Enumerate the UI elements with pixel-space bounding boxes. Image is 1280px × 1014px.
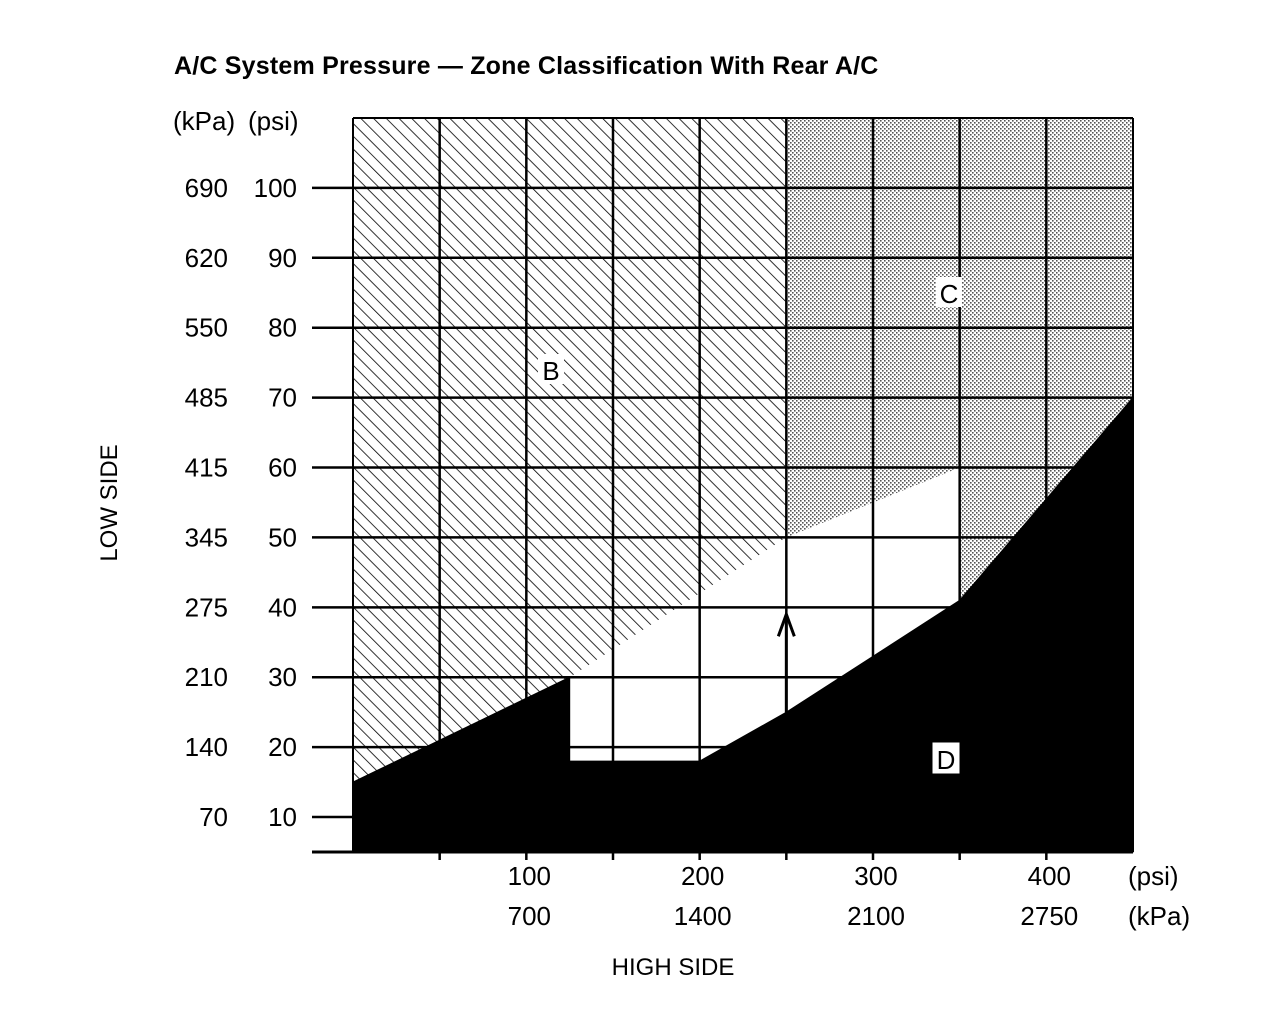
y-tick-label-psi: 80 [268,313,297,343]
zone-c-label-bg [936,277,962,307]
zone-b-label: B [542,356,559,386]
y-tick-label-kpa: 550 [185,313,228,343]
y-tick-label-kpa: 415 [185,453,228,483]
chart-title: A/C System Pressure — Zone Classificatio… [174,52,879,80]
x-tick-label-kpa: 1400 [674,901,732,931]
y-tick-label-psi: 90 [268,243,297,273]
labels-layer: (kPa) (psi) 70 10 140 20 210 30 275 40 345 50 415 60 4… [96,106,1190,981]
y-tick-label-psi: 30 [268,662,297,692]
x-tick-label-psi: 300 [854,861,897,891]
x-axis-title: HIGH SIDE [612,954,735,981]
y-tick-label-kpa: 690 [185,173,228,203]
grid-layer [352,117,1134,852]
y-tick-label-kpa: 345 [185,522,228,552]
zones-layer [352,118,1134,853]
y-tick-label-kpa: 140 [185,732,228,762]
y-tick-label-psi: 70 [268,383,297,413]
y-axis-title: LOW SIDE [96,444,123,561]
y-tick-label-kpa: 210 [185,662,228,692]
zone-b-label-bg [538,354,564,384]
y-unit-kpa-label: (kPa) [173,106,235,136]
zone-b-area [353,118,787,783]
zone-c-label: C [940,279,959,309]
zone-d-label: D [937,745,956,775]
y-tick-label-kpa: 70 [199,802,228,832]
y-tick-label-psi: 20 [268,732,297,762]
y-tick-label-psi: 60 [268,453,297,483]
x-tick-label-kpa: 700 [508,901,551,931]
y-tick-label-kpa: 275 [185,592,228,622]
y-tick-label-psi: 50 [268,522,297,552]
x-tick-label-psi: 200 [681,861,724,891]
y-tick-label-psi: 100 [254,173,297,203]
axes-layer [312,186,1133,860]
x-tick-label-kpa: 2100 [847,901,905,931]
x-tick-label-kpa: 2750 [1020,901,1078,931]
y-unit-psi-label: (psi) [248,106,299,136]
x-tick-label-psi: 100 [508,861,551,891]
y-tick-label-kpa: 485 [185,383,228,413]
zone-a-area [569,467,960,762]
zone-d-label-bg [932,742,960,774]
x-unit-kpa-label: (kPa) [1128,901,1190,931]
y-tick-label-psi: 10 [268,802,297,832]
x-tick-label-psi: 400 [1028,861,1071,891]
x-unit-psi-label: (psi) [1128,861,1179,891]
y-tick-label-psi: 40 [268,592,297,622]
y-tick-label-kpa: 620 [185,243,228,273]
zone-a-arrow-head [776,609,796,637]
